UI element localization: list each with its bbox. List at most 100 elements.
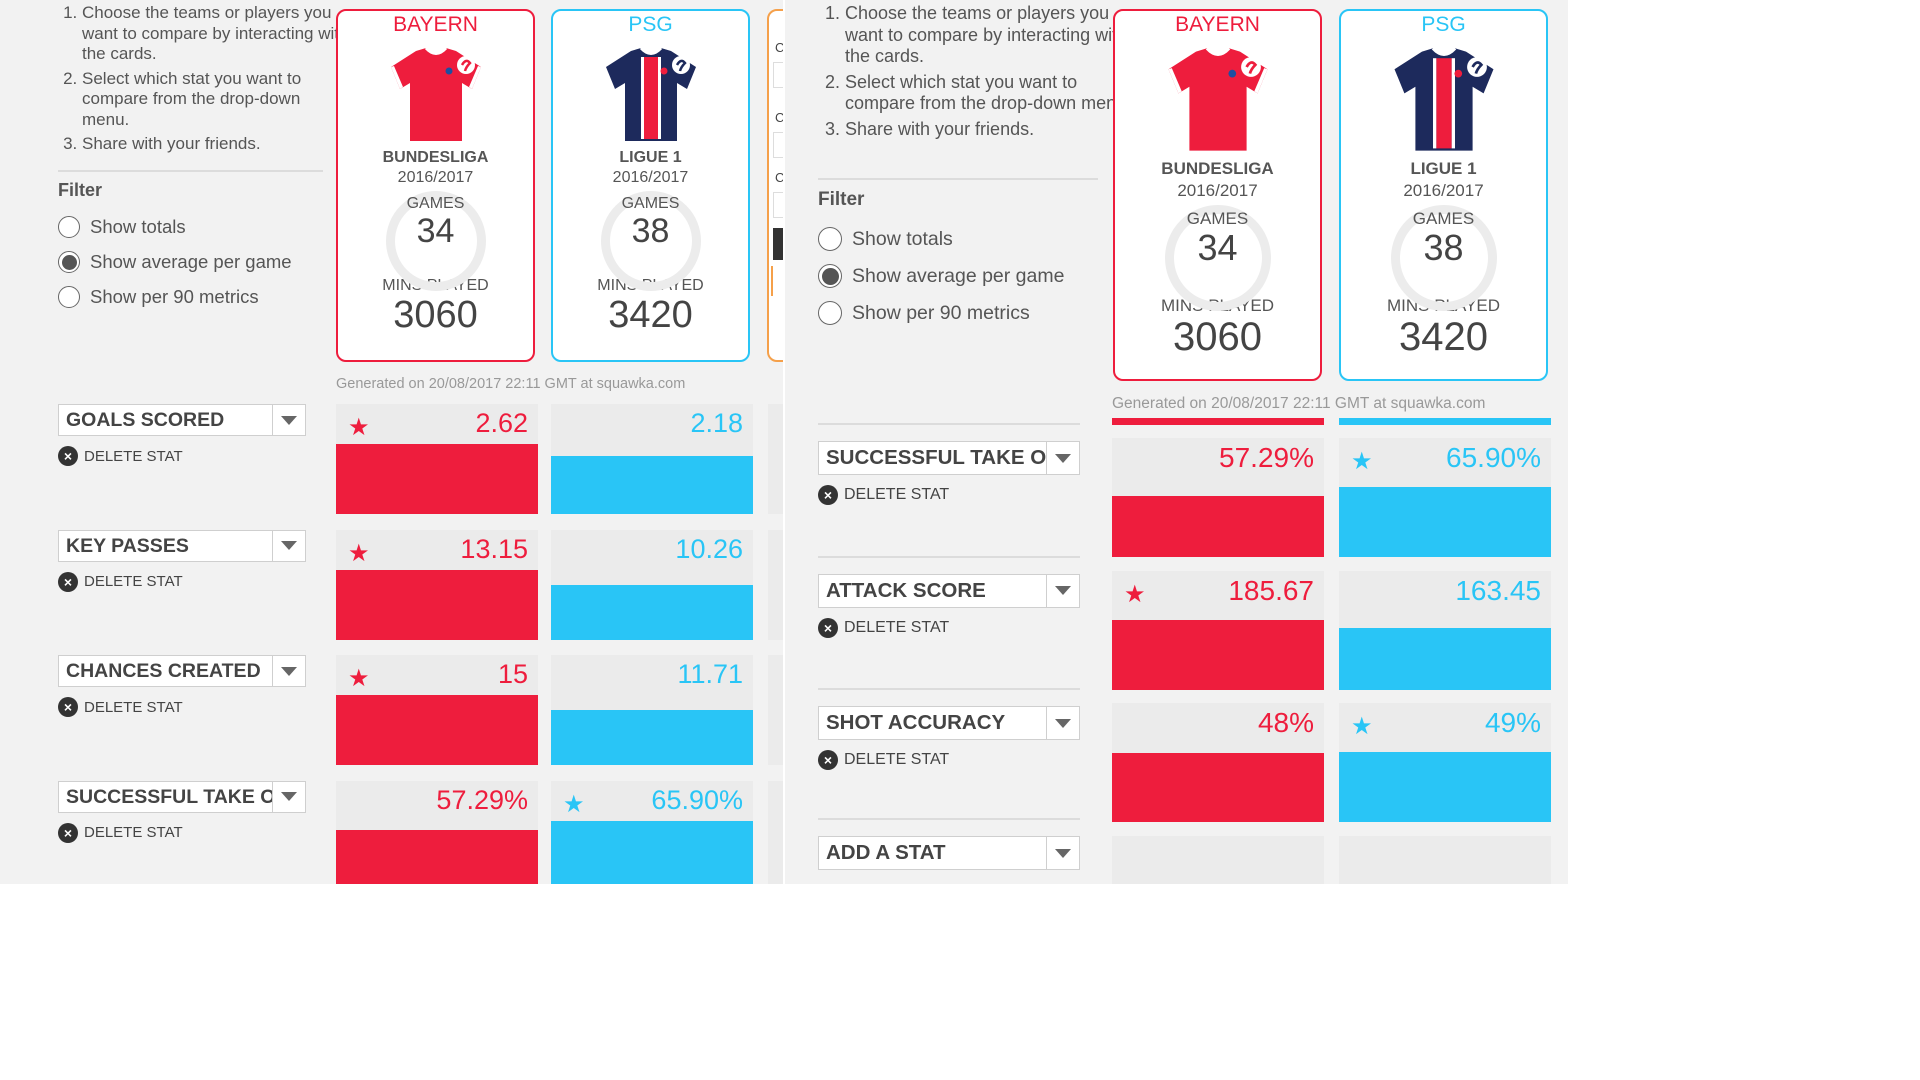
close-circle-icon: × xyxy=(818,750,838,770)
partial-input[interactable] xyxy=(773,132,783,158)
games-label: GAMES xyxy=(1412,209,1475,228)
instruction-item: Select which stat you want to compare fr… xyxy=(82,69,352,131)
radio-button[interactable] xyxy=(58,286,80,308)
team-card-bayern[interactable]: BAYERN BUNDESLIGA 2016/2017 GAMES 34 MINS PLA… xyxy=(336,9,535,362)
stat-dropdown[interactable]: KEY PASSES xyxy=(58,529,306,562)
add-stat-label: ADD A STAT xyxy=(826,841,946,864)
star-icon: ★ xyxy=(563,790,585,818)
dropdown-toggle[interactable] xyxy=(1046,442,1079,474)
stat-value-bayern: 2.62 xyxy=(475,408,528,438)
delete-stat-button[interactable]: × DELETE STAT xyxy=(58,822,183,843)
stat-bar-bayern xyxy=(336,829,538,884)
team-name: BAYERN xyxy=(393,13,478,36)
games-block: GAMES 34 xyxy=(385,187,486,291)
instruction-item: Choose the teams or players you want to … xyxy=(845,3,1135,68)
partial-input[interactable] xyxy=(773,192,783,218)
radio-button[interactable] xyxy=(58,251,80,273)
star-icon: ★ xyxy=(348,539,370,567)
star-icon: ★ xyxy=(1124,580,1146,608)
dropdown-toggle[interactable] xyxy=(272,530,305,561)
close-circle-icon: × xyxy=(58,571,78,592)
filter-divider xyxy=(818,178,1098,180)
dropdown-toggle[interactable] xyxy=(272,405,305,435)
season-label: 2016/2017 xyxy=(612,169,689,186)
stat-name: KEY PASSES xyxy=(66,534,189,557)
league-name: BUNDESLIGA xyxy=(382,149,489,166)
team-card-psg[interactable]: PSG LIGUE 1 2016/2017 GAMES 38 MINS PLAYED 342… xyxy=(1339,9,1548,381)
stat-value-bayern: 57.29% xyxy=(436,784,528,815)
stat-value-psg: 11.71 xyxy=(677,659,743,689)
team-card-bayern[interactable]: BAYERN BUNDESLIGA 2016/2017 GAMES 34 MINS PLA… xyxy=(1113,9,1322,381)
stat-bar-bayern xyxy=(1112,753,1324,822)
chevron-down-icon xyxy=(281,666,297,676)
games-label: GAMES xyxy=(621,195,680,212)
stat-name: SUCCESSFUL TAKE O xyxy=(66,785,272,808)
dropdown-toggle[interactable] xyxy=(272,656,305,686)
chevron-down-icon xyxy=(281,792,297,801)
stat-dropdown[interactable]: GOALS SCORED xyxy=(58,404,306,436)
dropdown-toggle[interactable] xyxy=(1046,707,1079,739)
filter-option-average[interactable]: Show average per game xyxy=(818,264,1064,288)
filter-option-average[interactable]: Show average per game xyxy=(58,251,292,273)
empty-stat-cell xyxy=(1339,836,1551,884)
team-name: PSG xyxy=(628,13,673,36)
stat-value-bayern: 13.15 xyxy=(460,533,528,564)
season-label: 2016/2017 xyxy=(397,169,474,186)
filter-option-per90[interactable]: Show per 90 metrics xyxy=(818,301,1030,325)
delete-stat-label: DELETE STAT xyxy=(84,824,183,841)
dropdown-toggle[interactable] xyxy=(1046,837,1079,869)
stat-dropdown[interactable]: SUCCESSFUL TAKE O xyxy=(58,780,306,813)
close-circle-icon: × xyxy=(818,617,838,638)
partial-button[interactable] xyxy=(773,228,783,260)
dropdown-toggle[interactable] xyxy=(1046,574,1079,607)
stat-dropdown[interactable]: ATTACK SCORE xyxy=(818,573,1080,608)
partial-stat-cell xyxy=(768,529,783,640)
filter-option-totals[interactable]: Show totals xyxy=(58,216,186,238)
delete-stat-button[interactable]: × DELETE STAT xyxy=(58,446,183,466)
stat-value-bayern: 48% xyxy=(1257,707,1314,738)
partial-stat-cell xyxy=(768,655,783,765)
stat-value-bayern: 185.67 xyxy=(1228,574,1314,606)
games-ring xyxy=(1390,205,1497,311)
close-circle-icon: × xyxy=(58,697,78,717)
delete-stat-button[interactable]: × DELETE STAT xyxy=(818,750,949,770)
stat-value-psg: 65.90% xyxy=(651,784,743,815)
stat-dropdown[interactable]: SUCCESSFUL TAKE O xyxy=(818,441,1080,475)
filter-option-per90[interactable]: Show per 90 metrics xyxy=(58,286,259,308)
instruction-item: Share with your friends. xyxy=(845,119,1135,141)
stat-divider xyxy=(818,688,1080,690)
radio-button[interactable] xyxy=(58,216,80,238)
add-stat-dropdown[interactable]: ADD A STAT xyxy=(818,836,1080,870)
radio-button[interactable] xyxy=(818,264,842,288)
partial-input[interactable] xyxy=(773,62,783,88)
instructions-list: Choose the teams or players you want to … xyxy=(821,3,1135,144)
radio-button[interactable] xyxy=(818,301,842,325)
star-icon: ★ xyxy=(348,414,370,441)
stat-divider xyxy=(818,423,1080,425)
dropdown-toggle[interactable] xyxy=(272,781,305,812)
games-value: 34 xyxy=(1197,227,1238,268)
partial-label: C xyxy=(775,110,783,125)
generated-note: Generated on 20/08/2017 22:11 GMT at squ… xyxy=(336,376,686,392)
stat-bar-bayern xyxy=(336,695,538,765)
filter-option-totals[interactable]: Show totals xyxy=(818,227,953,251)
comparison-panel-left: Choose the teams or players you want to … xyxy=(0,0,783,884)
filter-title: Filter xyxy=(58,180,103,200)
games-label: GAMES xyxy=(406,195,465,212)
stat-dropdown[interactable]: CHANCES CREATED xyxy=(58,655,306,687)
delete-stat-button[interactable]: × DELETE STAT xyxy=(818,485,949,505)
stat-dropdown[interactable]: SHOT ACCURACY xyxy=(818,706,1080,740)
season-label: 2016/2017 xyxy=(1403,181,1484,200)
delete-stat-button[interactable]: × DELETE STAT xyxy=(818,617,949,638)
delete-stat-label: DELETE STAT xyxy=(844,751,950,768)
radio-button[interactable] xyxy=(818,227,842,251)
empty-stat-cell xyxy=(1112,836,1324,884)
delete-stat-button[interactable]: × DELETE STAT xyxy=(58,697,183,717)
comparison-panel-right: Choose the teams or players you want to … xyxy=(785,0,1568,884)
generated-note: Generated on 20/08/2017 22:11 GMT at squ… xyxy=(1112,395,1486,412)
stat-bar-psg xyxy=(551,820,753,884)
delete-stat-button[interactable]: × DELETE STAT xyxy=(58,571,183,592)
games-ring xyxy=(385,191,486,291)
team-card-psg[interactable]: PSG LIGUE 1 2016/2017 GAMES 38 MINS PLAYED 342… xyxy=(551,9,750,362)
bayern-jersey-icon xyxy=(1168,47,1267,151)
